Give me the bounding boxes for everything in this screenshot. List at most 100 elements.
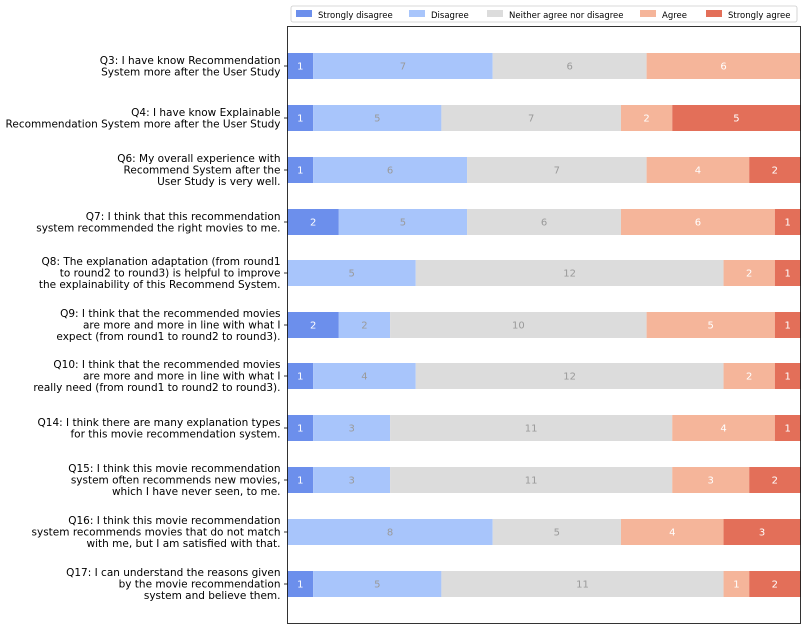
bar-value-label: 7 bbox=[528, 114, 534, 125]
y-tick-label: Q14: I think there are many explanation … bbox=[38, 417, 281, 441]
bar-value-label: 3 bbox=[759, 528, 765, 539]
bar-segment-q4-strongly-disagree bbox=[287, 209, 339, 235]
bar-value-label: 1 bbox=[297, 424, 303, 435]
bar-segment-q6-strongly-agree bbox=[774, 312, 801, 338]
bar-value-label: 5 bbox=[400, 218, 406, 229]
bar-segment-q3-neither-agree-nor-disagree bbox=[467, 157, 647, 183]
bar-value-label: 11 bbox=[525, 476, 538, 487]
bar-value-label: 2 bbox=[746, 372, 752, 383]
bar-value-label: 6 bbox=[541, 218, 547, 229]
bar-segment-q5-disagree bbox=[287, 260, 416, 286]
bar-value-label: 1 bbox=[784, 321, 790, 332]
segment-labels: 1 7 6 61 5 7 2 51 6 7 4 22 5 6 6 15 12 2 12 2 10 5 11 4 12 2 11 3 11… bbox=[297, 62, 791, 591]
bar-value-label: 2 bbox=[643, 114, 649, 125]
bar-segment-q1-strongly-disagree bbox=[287, 53, 314, 79]
bar-value-label: 2 bbox=[746, 269, 752, 280]
bar-segment-q8-strongly-disagree bbox=[287, 415, 314, 441]
bar-segment-q6-agree bbox=[646, 312, 775, 338]
bar-value-label: 5 bbox=[374, 114, 380, 125]
bar-value-label: 1 bbox=[784, 424, 790, 435]
bar-value-label: 5 bbox=[348, 269, 354, 280]
bar-segment-q8-agree bbox=[672, 415, 775, 441]
bar-segment-q8-strongly-agree bbox=[774, 415, 801, 441]
bars bbox=[287, 53, 801, 597]
bar-segment-q11-strongly-agree bbox=[749, 571, 801, 597]
y-tick-label: Q17: I can understand the reasons given b… bbox=[66, 567, 280, 602]
bar-segment-q10-strongly-agree bbox=[723, 519, 801, 545]
legend: Strongly disagree Disagree Neither agree n… bbox=[290, 5, 798, 23]
bar-value-label: 11 bbox=[525, 424, 538, 435]
bar-value-label: 2 bbox=[772, 476, 778, 487]
legend-swatch bbox=[706, 10, 722, 17]
y-tick-label: Q8: The explanation adaptation (from rou… bbox=[39, 256, 281, 291]
bar-segment-q9-neither-agree-nor-disagree bbox=[390, 467, 673, 493]
bar-segment-q9-strongly-agree bbox=[749, 467, 801, 493]
legend-label: Neither agree nor disagree bbox=[509, 11, 624, 21]
bar-value-label: 7 bbox=[554, 166, 560, 177]
bar-segment-q9-disagree bbox=[313, 467, 391, 493]
bar-segment-q11-neither-agree-nor-disagree bbox=[441, 571, 724, 597]
bar-segment-q2-agree bbox=[620, 105, 673, 131]
bar-segment-q4-disagree bbox=[338, 209, 468, 235]
bar-segment-q11-disagree bbox=[313, 571, 442, 597]
legend-label: Agree bbox=[662, 11, 687, 21]
legend-swatch bbox=[409, 10, 425, 17]
bar-value-label: 4 bbox=[695, 166, 701, 177]
bar-segment-q8-disagree bbox=[313, 415, 391, 441]
y-tick-label: Q9: I think that the recommended movies a… bbox=[56, 308, 280, 343]
legend-label: Strongly agree bbox=[728, 11, 790, 21]
bar-value-label: 7 bbox=[400, 62, 406, 73]
bar-value-label: 3 bbox=[348, 476, 354, 487]
bar-segment-q10-agree bbox=[620, 519, 724, 545]
bar-value-label: 5 bbox=[708, 321, 714, 332]
bar-segment-q6-strongly-disagree bbox=[287, 312, 339, 338]
bar-value-label: 1 bbox=[297, 476, 303, 487]
bar-value-label: 2 bbox=[310, 218, 316, 229]
bar-segment-q7-strongly-disagree bbox=[287, 363, 314, 389]
bar-segment-q11-strongly-disagree bbox=[287, 571, 314, 597]
bar-value-label: 1 bbox=[784, 269, 790, 280]
y-tick-label: Q10: I think that the recommended movies… bbox=[33, 359, 280, 394]
bar-value-label: 1 bbox=[297, 166, 303, 177]
bar-segment-q7-strongly-agree bbox=[774, 363, 801, 389]
bar-segment-q5-agree bbox=[723, 260, 775, 286]
bar-value-label: 5 bbox=[733, 114, 739, 125]
bar-segment-q6-neither-agree-nor-disagree bbox=[390, 312, 647, 338]
legend-swatch bbox=[296, 10, 312, 17]
bar-segment-q3-strongly-disagree bbox=[287, 157, 314, 183]
bar-segment-q7-neither-agree-nor-disagree bbox=[415, 363, 724, 389]
bar-value-label: 1 bbox=[297, 372, 303, 383]
bar-value-label: 2 bbox=[310, 321, 316, 332]
bar-value-label: 6 bbox=[695, 218, 701, 229]
y-tick-label: Q16: I think this movie recommendation sy… bbox=[32, 515, 281, 550]
y-tick-label: Q6: My overall experience with Recommend … bbox=[117, 153, 280, 188]
bar-segment-q2-disagree bbox=[313, 105, 442, 131]
bar-value-label: 4 bbox=[720, 424, 726, 435]
y-tick-label: Q4: I have know Explainable Recommendatio… bbox=[6, 107, 281, 131]
bar-value-label: 10 bbox=[512, 321, 525, 332]
bar-segment-q1-disagree bbox=[313, 53, 493, 79]
bar-value-label: 1 bbox=[297, 62, 303, 73]
bar-value-label: 6 bbox=[387, 166, 393, 177]
bar-value-label: 1 bbox=[297, 114, 303, 125]
bar-segment-q10-disagree bbox=[287, 519, 493, 545]
bar-segment-q3-agree bbox=[646, 157, 750, 183]
bar-value-label: 2 bbox=[772, 166, 778, 177]
y-axis-labels: Q3: I have know Recommendation System mor… bbox=[6, 55, 288, 602]
legend-label: Strongly disagree bbox=[318, 11, 393, 21]
bar-segment-q1-agree bbox=[646, 53, 801, 79]
y-tick-label: Q15: I think this movie recommendation sy… bbox=[68, 463, 280, 498]
bar-value-label: 6 bbox=[566, 62, 572, 73]
bar-value-label: 4 bbox=[669, 528, 675, 539]
legend-swatch bbox=[640, 10, 656, 17]
bar-segment-q3-disagree bbox=[313, 157, 468, 183]
bar-segment-q4-neither-agree-nor-disagree bbox=[467, 209, 621, 235]
y-tick-label: Q7: I think that this recommendation syst… bbox=[36, 211, 280, 235]
bar-value-label: 2 bbox=[361, 321, 367, 332]
bar-segment-q4-agree bbox=[620, 209, 775, 235]
legend-swatch bbox=[487, 10, 503, 17]
bar-segment-q4-strongly-agree bbox=[774, 209, 801, 235]
bar-value-label: 1 bbox=[733, 580, 739, 591]
bar-segment-q6-disagree bbox=[338, 312, 391, 338]
